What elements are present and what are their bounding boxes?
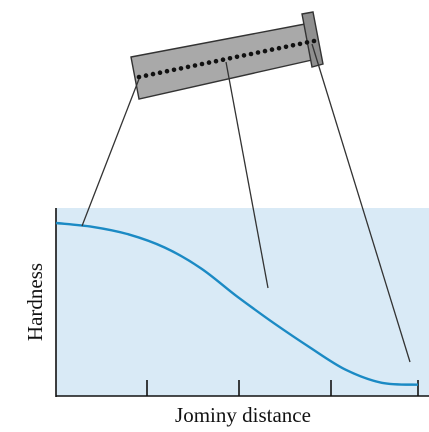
hardness-indent-dots bbox=[136, 38, 317, 80]
jominy-specimen bbox=[130, 11, 324, 100]
indent-dot bbox=[199, 61, 205, 67]
indent-dot bbox=[192, 63, 198, 68]
hardness-curve bbox=[55, 221, 419, 386]
indent-dot bbox=[185, 64, 191, 70]
indent-dot bbox=[171, 67, 177, 73]
indent-dot bbox=[311, 38, 317, 44]
indent-dot bbox=[220, 57, 226, 62]
indent-dot bbox=[283, 44, 289, 50]
indent-dot bbox=[206, 60, 212, 65]
indent-dot bbox=[290, 43, 296, 48]
indent-dot bbox=[143, 73, 149, 78]
indent-dot bbox=[248, 51, 254, 57]
indent-dot bbox=[164, 68, 170, 74]
indent-dot bbox=[157, 70, 163, 75]
indent-dot bbox=[136, 74, 142, 80]
plot-area bbox=[56, 208, 429, 396]
indent-dot bbox=[276, 45, 282, 51]
x-axis-title: Jominy distance bbox=[175, 403, 311, 427]
specimen-bar bbox=[130, 23, 313, 100]
indent-dot bbox=[241, 53, 247, 58]
y-axis-title: Hardness bbox=[23, 263, 47, 341]
indent-dot bbox=[297, 41, 303, 47]
indent-dot bbox=[234, 54, 240, 60]
indent-dot bbox=[262, 48, 268, 54]
indent-dot bbox=[213, 58, 219, 64]
leader-line-middle bbox=[225, 61, 269, 289]
leader-line-quenched-end bbox=[81, 78, 140, 227]
indent-dot bbox=[178, 66, 184, 71]
indent-dot bbox=[150, 71, 156, 77]
indent-dot bbox=[269, 47, 275, 52]
indent-dot bbox=[227, 56, 233, 61]
leader-line-far-end bbox=[311, 43, 411, 363]
indent-dot bbox=[255, 50, 261, 55]
indent-dot bbox=[304, 40, 310, 45]
